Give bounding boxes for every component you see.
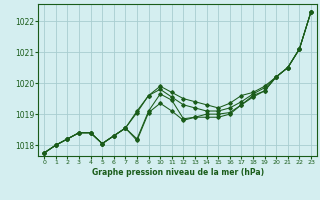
X-axis label: Graphe pression niveau de la mer (hPa): Graphe pression niveau de la mer (hPa): [92, 168, 264, 177]
